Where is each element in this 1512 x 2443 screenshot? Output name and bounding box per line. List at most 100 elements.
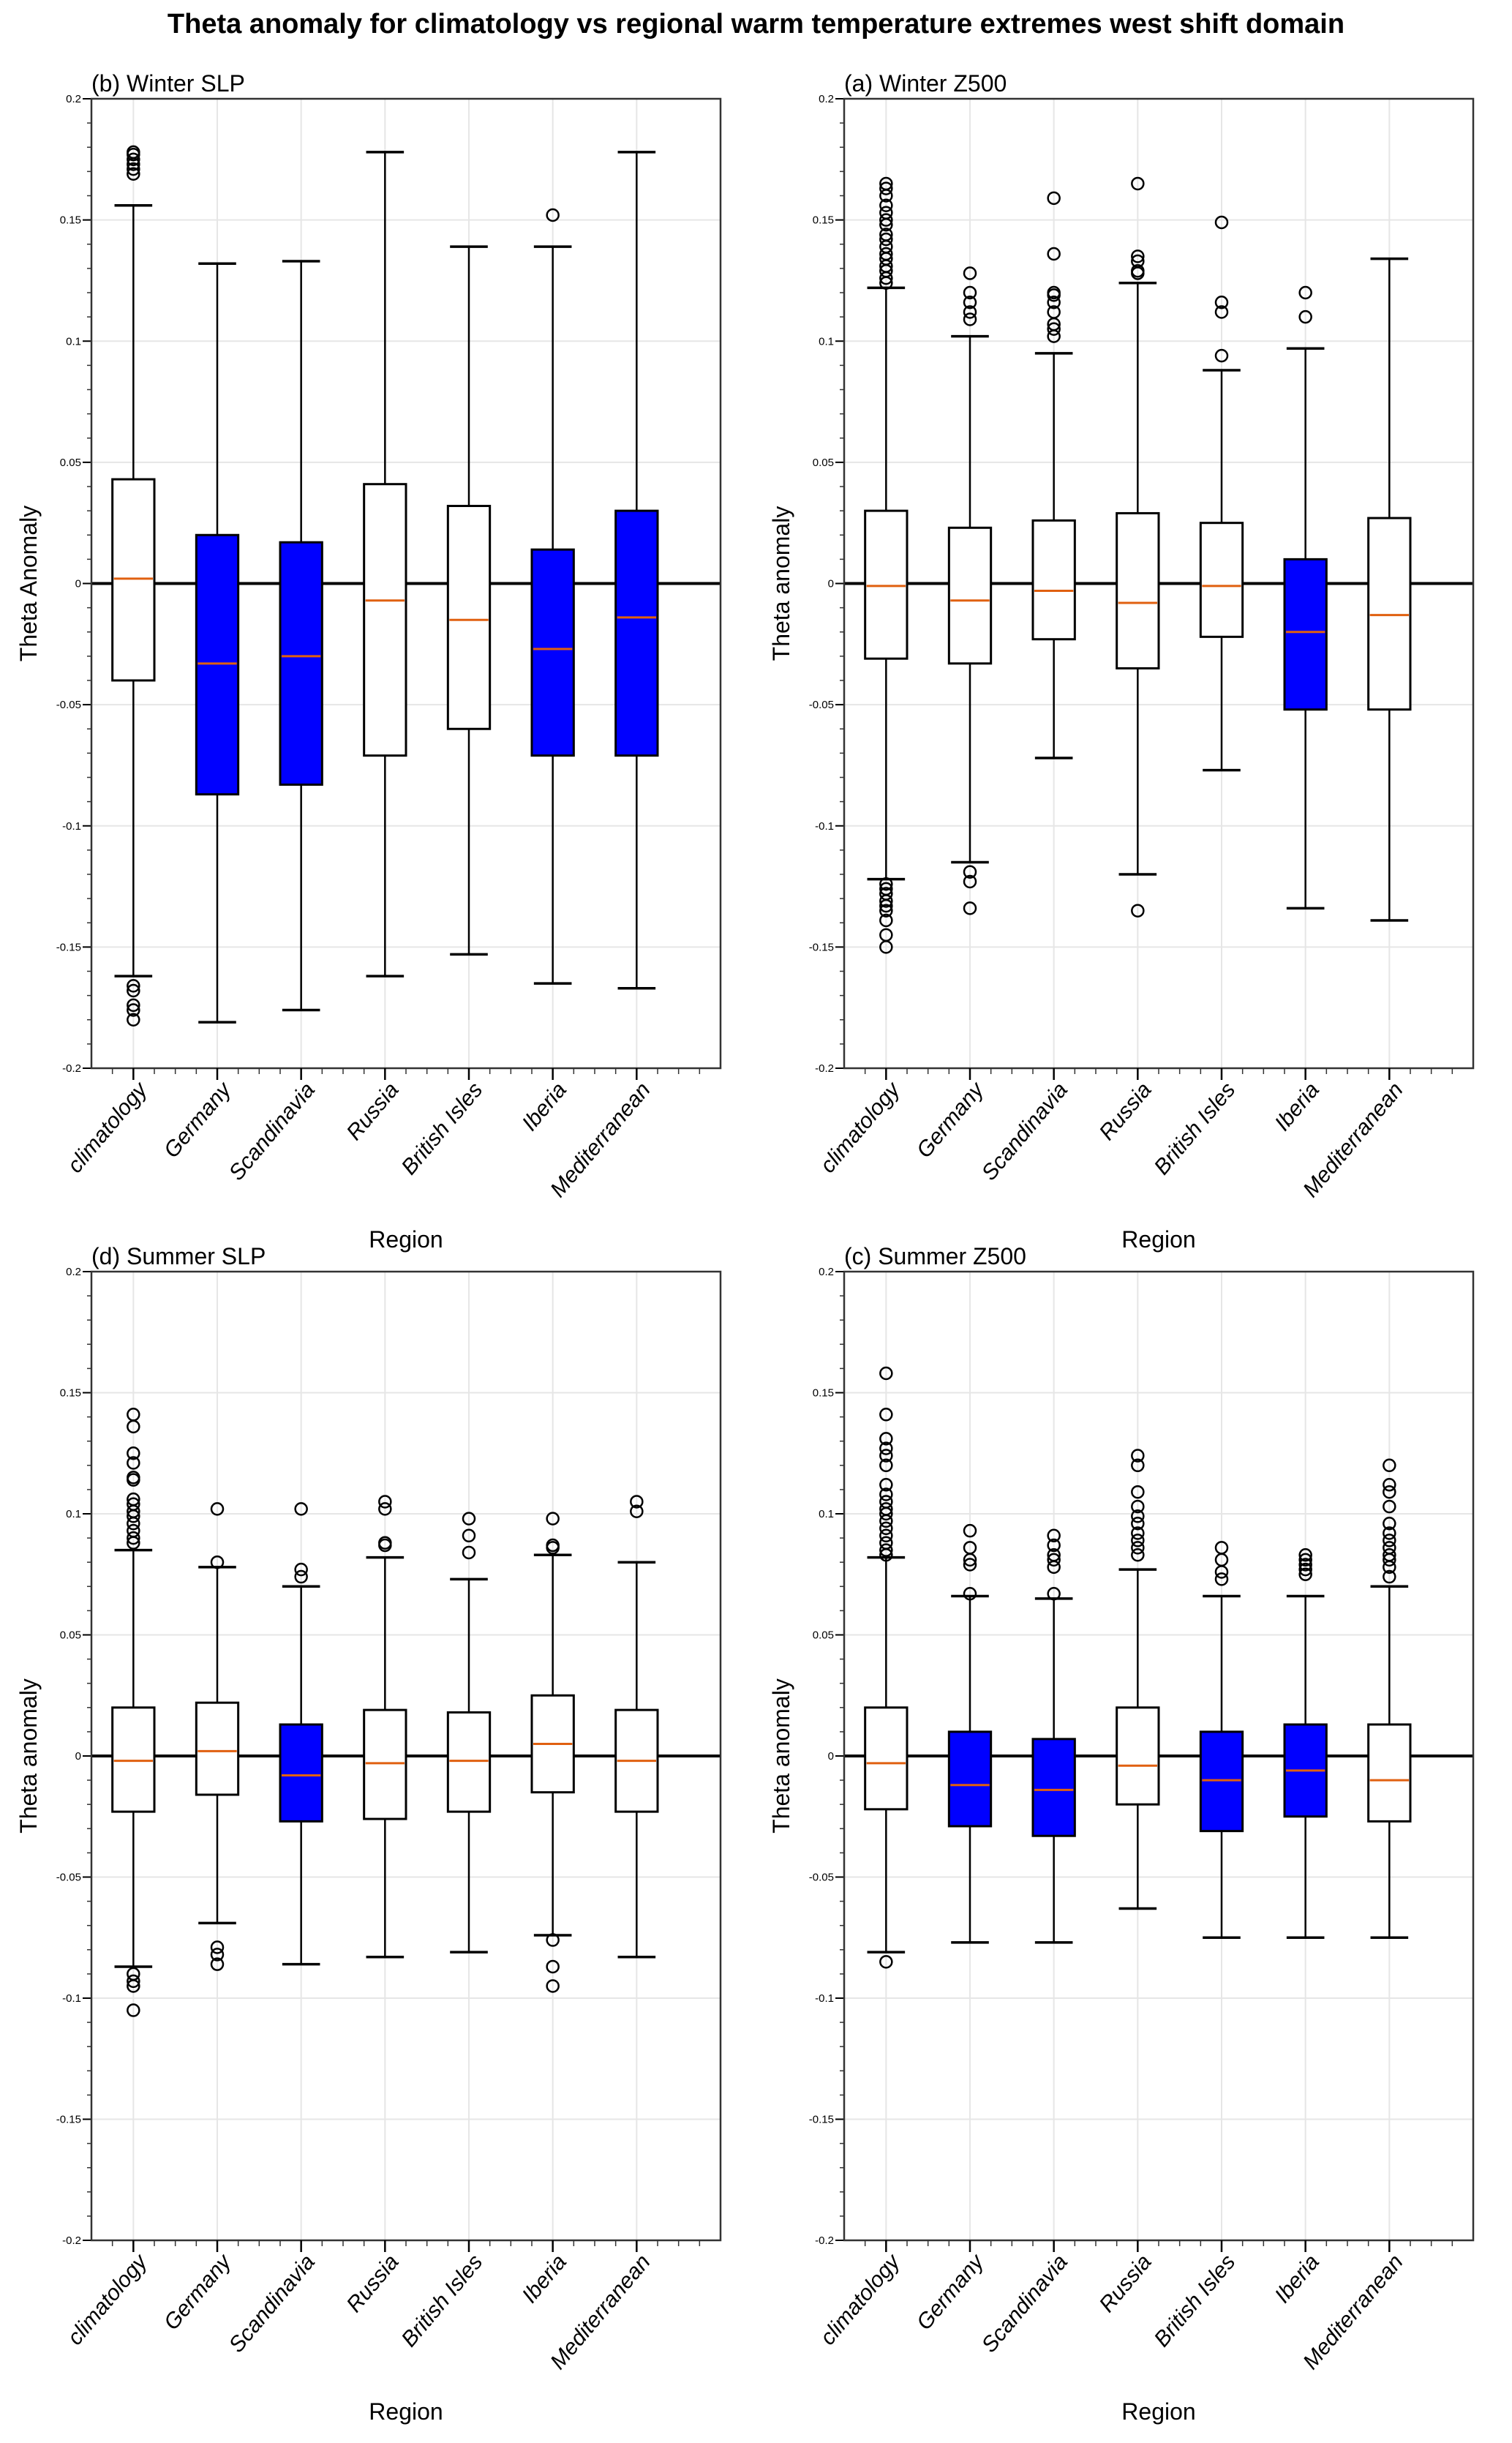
- x-axis-title: Region: [1121, 1226, 1195, 1253]
- outlier-point: [1298, 1558, 1312, 1572]
- y-tick-label: 0.15: [60, 214, 81, 227]
- outlier-point: [879, 1955, 893, 1969]
- x-tick-label: British Isles: [396, 2250, 487, 2352]
- outlier-point: [1383, 1553, 1396, 1567]
- outlier-point: [1383, 1526, 1396, 1540]
- iqr-box: [1367, 1723, 1412, 1823]
- panel-winter-z500: (a) Winter Z500 0.2 0.15 0.1 0.05 0 -0.05 -0.1 -…: [768, 70, 1475, 1253]
- y-tick-label: -0.15: [56, 2114, 81, 2126]
- outlier-point: [1383, 1560, 1396, 1575]
- outlier-point: [963, 874, 977, 889]
- iqr-box: [1199, 522, 1244, 638]
- iqr-box: [1116, 1706, 1160, 1806]
- box-mediterranean: [1367, 257, 1412, 922]
- outlier-point: [963, 1553, 977, 1567]
- outlier-point: [879, 894, 893, 908]
- y-tick-label: 0.15: [813, 214, 834, 227]
- outlier-point: [879, 1487, 893, 1501]
- y-tick-label: 0.1: [66, 335, 81, 348]
- outlier-point: [963, 865, 977, 879]
- x-tick-label: climatology: [816, 2249, 906, 2350]
- y-tick-label: 0.1: [66, 1508, 81, 1520]
- panel-title: (b) Winter SLP: [91, 70, 245, 97]
- iqr-box: [446, 1711, 492, 1813]
- outlier-point: [879, 181, 893, 195]
- box-climatology: [111, 145, 156, 1027]
- outlier-point: [127, 152, 140, 167]
- x-tick-label: Scandinavia: [977, 2250, 1072, 2357]
- iqr-box: [279, 1723, 323, 1823]
- panel-title: (d) Summer SLP: [91, 1243, 266, 1269]
- y-tick-label: -0.2: [815, 2234, 834, 2247]
- outlier-point: [1047, 322, 1061, 336]
- outlier-point: [127, 157, 140, 171]
- outlier-point: [879, 1478, 893, 1492]
- outlier-point: [879, 276, 893, 290]
- y-tick-label: -0.15: [56, 941, 81, 953]
- outlier-point: [1298, 285, 1312, 300]
- outlier-point: [127, 998, 140, 1013]
- outlier-point: [546, 1541, 560, 1555]
- x-tick-label: climatology: [816, 1077, 906, 1178]
- iqr-box: [947, 526, 993, 665]
- x-tick-label: climatology: [63, 2249, 153, 2350]
- outlier-point: [879, 940, 893, 954]
- y-tick-label: 0.1: [819, 1508, 834, 1520]
- outlier-point: [963, 285, 977, 300]
- outlier-point: [630, 1495, 644, 1509]
- outlier-point: [879, 1366, 893, 1381]
- outlier-point: [378, 1538, 392, 1553]
- x-tick-label: Germany: [159, 1077, 237, 1163]
- y-tick-label: -0.15: [809, 2114, 834, 2126]
- outlier-point: [127, 1473, 140, 1487]
- outlier-point: [1047, 1586, 1061, 1601]
- figure-title: Theta anomaly for climatology vs regiona…: [167, 9, 1345, 40]
- outlier-point: [1298, 1553, 1312, 1567]
- y-tick-label: -0.1: [62, 820, 81, 833]
- x-tick-label: Iberia: [1271, 1078, 1325, 1136]
- iqr-box: [111, 478, 156, 682]
- outlier-point: [879, 904, 893, 917]
- outlier-point: [1131, 1458, 1145, 1473]
- outlier-point: [1214, 296, 1229, 309]
- outlier-point: [1131, 1534, 1145, 1547]
- outlier-point: [1214, 305, 1229, 319]
- y-tick-label: -0.05: [56, 699, 81, 711]
- outlier-point: [210, 1957, 225, 1971]
- outlier-point: [1131, 1548, 1145, 1562]
- iqr-box: [864, 1706, 909, 1811]
- box-scandinavia: [279, 1502, 323, 1966]
- outlier-point: [879, 218, 893, 232]
- outlier-point: [1131, 1509, 1145, 1523]
- iqr-box: [363, 483, 407, 757]
- box-climatology: [864, 176, 909, 954]
- box-british-isles: [1199, 1541, 1244, 1939]
- panel-summer-z500: (c) Summer Z500 0.2 0.15 0.1 0.05 0 -0.05 -0.1 -…: [768, 1243, 1475, 2425]
- x-tick-label: British Isles: [1149, 2250, 1240, 2352]
- outlier-point: [127, 147, 140, 162]
- plot-frame: [90, 1270, 722, 2242]
- outlier-point: [879, 1449, 893, 1463]
- outlier-point: [546, 208, 560, 222]
- y-tick-label: 0.2: [819, 1266, 834, 1278]
- y-tick-label: 0: [75, 1750, 81, 1763]
- x-tick-label: Scandinavia: [977, 1078, 1072, 1185]
- outlier-point: [210, 1502, 225, 1516]
- y-tick-label: 0.2: [66, 1266, 81, 1278]
- outlier-point: [879, 1432, 893, 1446]
- outlier-point: [1131, 1499, 1145, 1514]
- y-tick-label: 0: [828, 578, 834, 590]
- plot-frame: [843, 97, 1475, 1070]
- x-tick-label: British Isles: [1149, 1078, 1240, 1179]
- iqr-box: [1116, 511, 1160, 669]
- outlier-point: [378, 1495, 392, 1509]
- x-tick-label: Iberia: [518, 1078, 572, 1136]
- outlier-point: [1298, 1548, 1312, 1562]
- outlier-point: [1214, 1572, 1229, 1586]
- outlier-point: [1047, 1538, 1061, 1553]
- iqr-box: [947, 1730, 993, 1828]
- x-tick-label: Germany: [912, 1077, 990, 1163]
- outlier-point: [963, 1558, 977, 1572]
- outlier-point: [879, 1408, 893, 1422]
- outlier-point: [127, 1446, 140, 1460]
